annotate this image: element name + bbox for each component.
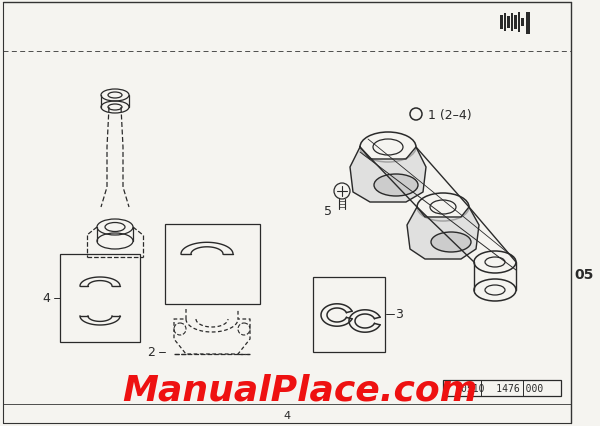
Text: 3: 3 bbox=[395, 308, 403, 321]
Text: 1 (2–4): 1 (2–4) bbox=[428, 108, 472, 121]
Bar bbox=[313, 277, 385, 352]
Text: 4: 4 bbox=[283, 410, 290, 420]
Bar bbox=[443, 380, 561, 396]
Bar bbox=[511, 14, 513, 32]
Bar bbox=[165, 225, 260, 304]
Bar bbox=[521, 19, 524, 27]
Bar bbox=[60, 254, 140, 342]
Bar bbox=[500, 16, 503, 30]
Text: 05: 05 bbox=[574, 268, 593, 281]
Text: ManualPlace.com: ManualPlace.com bbox=[122, 373, 478, 407]
Bar bbox=[518, 13, 520, 33]
Bar bbox=[507, 17, 510, 29]
Bar bbox=[514, 16, 517, 30]
Bar bbox=[526, 13, 530, 35]
Ellipse shape bbox=[374, 175, 418, 196]
Text: 2: 2 bbox=[147, 345, 155, 359]
Text: 5: 5 bbox=[324, 205, 332, 218]
Bar bbox=[504, 14, 506, 32]
Polygon shape bbox=[407, 207, 479, 259]
Ellipse shape bbox=[431, 233, 471, 253]
Text: 0510  1476 000: 0510 1476 000 bbox=[461, 383, 543, 393]
Text: 4: 4 bbox=[42, 292, 50, 305]
Polygon shape bbox=[350, 148, 426, 202]
